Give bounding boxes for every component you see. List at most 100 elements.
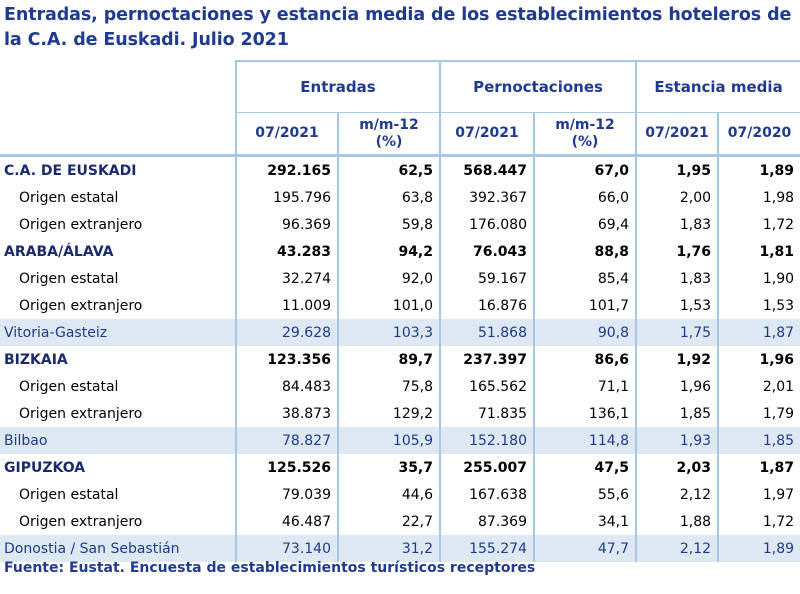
cell-est21: 1,85 [635, 400, 719, 427]
table-row: Origen estatal 32.274 92,0 59.167 85,4 1,83 1,… [0, 265, 800, 292]
cell-ent-mm: 105,9 [337, 427, 440, 454]
cell-per-mm: 47,7 [532, 535, 637, 562]
row-label: Origen estatal [19, 189, 119, 206]
subheader-pernoctaciones-mm: m/m-12 (%) [532, 112, 637, 157]
cell-est20: 1,85 [717, 427, 800, 454]
cell-per-mm: 90,8 [532, 319, 637, 346]
cell-est20: 1,97 [717, 481, 800, 508]
cell-ent-mm: 62,5 [337, 155, 440, 184]
cell-per-mm: 47,5 [532, 454, 637, 481]
cell-ent: 292.165 [235, 155, 338, 184]
cell-per: 167.638 [439, 481, 534, 508]
cell-est21: 1,53 [635, 292, 719, 319]
cell-est21: 1,83 [635, 211, 719, 238]
table-row: Origen estatal 84.483 75,8 165.562 71,1 1,96 2… [0, 373, 800, 400]
cell-est20: 1,89 [717, 535, 800, 562]
cell-per-mm: 101,7 [532, 292, 637, 319]
cell-ent-mm: 129,2 [337, 400, 440, 427]
cell-est20: 2,01 [717, 373, 800, 400]
corner-cell [0, 112, 236, 157]
table-row: ARABA/ÁLAVA 43.283 94,2 76.043 88,8 1,76 1,81 [0, 238, 800, 265]
cell-est20: 1,81 [717, 238, 800, 265]
cell-per: 51.868 [439, 319, 534, 346]
cell-per-mm: 71,1 [532, 373, 637, 400]
row-label: Origen estatal [19, 270, 119, 287]
cell-per: 176.080 [439, 211, 534, 238]
subheader-pernoctaciones-period: 07/2021 [439, 112, 534, 157]
cell-per-mm: 66,0 [532, 184, 637, 211]
cell-ent-mm: 101,0 [337, 292, 440, 319]
row-label: Origen extranjero [19, 513, 143, 530]
cell-est21: 1,92 [635, 346, 719, 373]
row-label: GIPUZKOA [4, 459, 86, 476]
row-label: Origen estatal [19, 378, 119, 395]
cell-est20: 1,87 [717, 454, 800, 481]
cell-ent: 32.274 [235, 265, 338, 292]
cell-per-mm: 55,6 [532, 481, 637, 508]
row-label: ARABA/ÁLAVA [4, 243, 114, 260]
subheader-estancia-2020: 07/2020 [717, 112, 800, 157]
cell-est21: 1,75 [635, 319, 719, 346]
table-row: Origen extranjero 96.369 59,8 176.080 69,4 1,… [0, 211, 800, 238]
table-row: GIPUZKOA 125.526 35,7 255.007 47,5 2,03 1,87 [0, 454, 800, 481]
cell-per: 59.167 [439, 265, 534, 292]
cell-per: 152.180 [439, 427, 534, 454]
header-pernoctaciones: Pernoctaciones [438, 60, 637, 113]
cell-est21: 2,12 [635, 535, 719, 562]
row-label: Bilbao [0, 427, 236, 454]
table-row: Origen estatal 195.796 63,8 392.367 66,0 2,00… [0, 184, 800, 211]
cell-ent: 84.483 [235, 373, 338, 400]
cell-ent-mm: 63,8 [337, 184, 440, 211]
subheader-entradas-period: 07/2021 [235, 112, 338, 157]
cell-ent-mm: 89,7 [337, 346, 440, 373]
cell-est21: 1,88 [635, 508, 719, 535]
sub-header-row: 07/2021 m/m-12 (%) 07/2021 m/m-12 (%) 07/2… [0, 112, 800, 157]
cell-est20: 1,89 [717, 155, 800, 184]
cell-est20: 1,72 [717, 211, 800, 238]
table-row: Vitoria-Gasteiz 29.628 103,3 51.868 90,8 1,75… [0, 319, 800, 346]
row-label: Origen extranjero [19, 297, 143, 314]
cell-ent: 96.369 [235, 211, 338, 238]
table-row: Origen extranjero 11.009 101,0 16.876 101,7 1… [0, 292, 800, 319]
cell-ent-mm: 75,8 [337, 373, 440, 400]
cell-per: 165.562 [439, 373, 534, 400]
cell-est21: 1,95 [635, 155, 719, 184]
cell-ent: 195.796 [235, 184, 338, 211]
cell-est20: 1,87 [717, 319, 800, 346]
cell-ent-mm: 44,6 [337, 481, 440, 508]
table-row: Origen estatal 79.039 44,6 167.638 55,6 2,12 1… [0, 481, 800, 508]
cell-per: 568.447 [439, 155, 534, 184]
cell-per-mm: 69,4 [532, 211, 637, 238]
subheader-estancia-2021: 07/2021 [635, 112, 719, 157]
cell-per: 76.043 [439, 238, 534, 265]
cell-per-mm: 136,1 [532, 400, 637, 427]
cell-ent: 125.526 [235, 454, 338, 481]
cell-per-mm: 85,4 [532, 265, 637, 292]
cell-ent: 38.873 [235, 400, 338, 427]
cell-per: 237.397 [439, 346, 534, 373]
row-label: BIZKAIA [4, 351, 68, 368]
cell-ent: 11.009 [235, 292, 338, 319]
cell-per: 155.274 [439, 535, 534, 562]
page-title: Entradas, pernoctaciones y estancia medi… [4, 5, 792, 50]
row-label: Origen extranjero [19, 405, 143, 422]
subheader-entradas-mm: m/m-12 (%) [337, 112, 440, 157]
cell-ent-mm: 103,3 [337, 319, 440, 346]
cell-est20: 1,98 [717, 184, 800, 211]
row-label: C.A. DE EUSKADI [4, 162, 137, 179]
cell-ent: 73.140 [235, 535, 338, 562]
header-entradas: Entradas [235, 60, 440, 113]
cell-est21: 2,00 [635, 184, 719, 211]
table-row: Bilbao 78.827 105,9 152.180 114,8 1,93 1,85 [0, 427, 800, 454]
cell-est21: 1,83 [635, 265, 719, 292]
cell-ent: 29.628 [235, 319, 338, 346]
cell-per: 87.369 [439, 508, 534, 535]
cell-per-mm: 34,1 [532, 508, 637, 535]
table-row: Origen extranjero 38.873 129,2 71.835 136,1 1… [0, 400, 800, 427]
cell-ent-mm: 31,2 [337, 535, 440, 562]
group-header-row: Entradas Pernoctaciones Estancia media [0, 60, 800, 113]
cell-est20: 1,90 [717, 265, 800, 292]
cell-est20: 1,79 [717, 400, 800, 427]
cell-per: 71.835 [439, 400, 534, 427]
table-row: Origen extranjero 46.487 22,7 87.369 34,1 1,8… [0, 508, 800, 535]
